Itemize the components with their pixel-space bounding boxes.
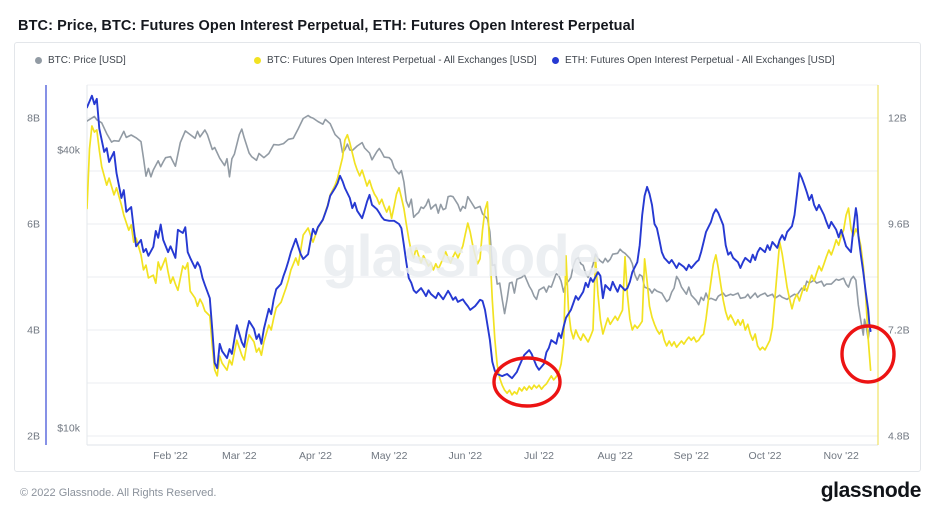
x-axis-label: Mar '22 [222,450,257,462]
copyright-text: © 2022 Glassnode. All Rights Reserved. [20,487,217,499]
legend-label: ETH: Futures Open Interest Perpetual - A… [565,55,835,66]
x-axis-label: Oct '22 [749,450,782,462]
x-axis-label: May '22 [371,450,408,462]
legend-item-1[interactable]: BTC: Futures Open Interest Perpetual - A… [254,55,537,66]
series-group [87,94,872,396]
y-axis-label-left: 2B [27,431,40,443]
legend-dot-icon [35,57,42,64]
chart-panel: BTC: Price [USD] BTC: Futures Open Intere… [14,42,921,472]
page-title: BTC: Price, BTC: Futures Open Interest P… [18,17,635,34]
legend-dot-icon [254,57,261,64]
x-axis-label: Apr '22 [299,450,332,462]
legend-dot-icon [552,57,559,64]
legend-item-0[interactable]: BTC: Price [USD] [35,55,126,66]
legend-label: BTC: Futures Open Interest Perpetual - A… [267,55,537,66]
series-line-btc-oi [87,125,872,396]
highlight-ellipse [840,324,896,384]
y-axis-label-right: 7.2B [888,325,910,337]
y-axis-label-price: $40k [57,145,81,157]
series-line-eth-oi [87,94,872,380]
x-axis-label: Jun '22 [449,450,483,462]
y-axis-label-price: $10k [57,423,81,435]
x-axis-label: Aug '22 [598,450,633,462]
y-axis-label-right: 9.6B [888,219,910,231]
legend-label: BTC: Price [USD] [48,55,126,66]
highlight-ellipse [492,356,562,408]
glassnode-logo: glassnode [820,479,922,502]
x-axis-label: Sep '22 [674,450,709,462]
legend-item-2[interactable]: ETH: Futures Open Interest Perpetual - A… [552,55,835,66]
y-axis-label-right: 12B [888,113,907,125]
x-axis-label: Feb '22 [153,450,188,462]
series-line-btc-price [87,114,872,340]
x-axis-label: Jul '22 [524,450,554,462]
y-axis-label-left: 8B [27,113,40,125]
y-axis-label-left: 4B [27,325,40,337]
glassnode-watermark: glassnode [322,224,600,289]
x-axis-label: Nov '22 [824,450,859,462]
y-axis-label-left: 6B [27,219,40,231]
y-axis-label-right: 4.8B [888,431,910,443]
